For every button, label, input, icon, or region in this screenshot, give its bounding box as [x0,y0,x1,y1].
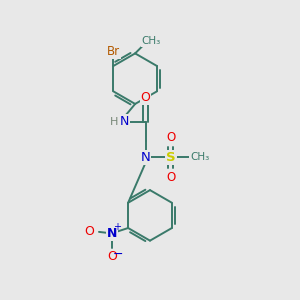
Text: O: O [166,170,176,184]
Text: Br: Br [107,45,120,58]
Text: +: + [113,222,121,232]
Text: O: O [107,250,117,263]
Text: −: − [113,248,124,261]
Text: O: O [166,131,176,144]
Text: O: O [141,92,151,104]
Text: N: N [106,227,117,240]
Text: O: O [84,225,94,239]
Text: H: H [110,117,118,127]
Text: N: N [120,115,129,128]
Text: N: N [141,151,150,164]
Text: CH₃: CH₃ [142,36,161,46]
Text: S: S [166,151,175,164]
Text: CH₃: CH₃ [190,152,210,162]
